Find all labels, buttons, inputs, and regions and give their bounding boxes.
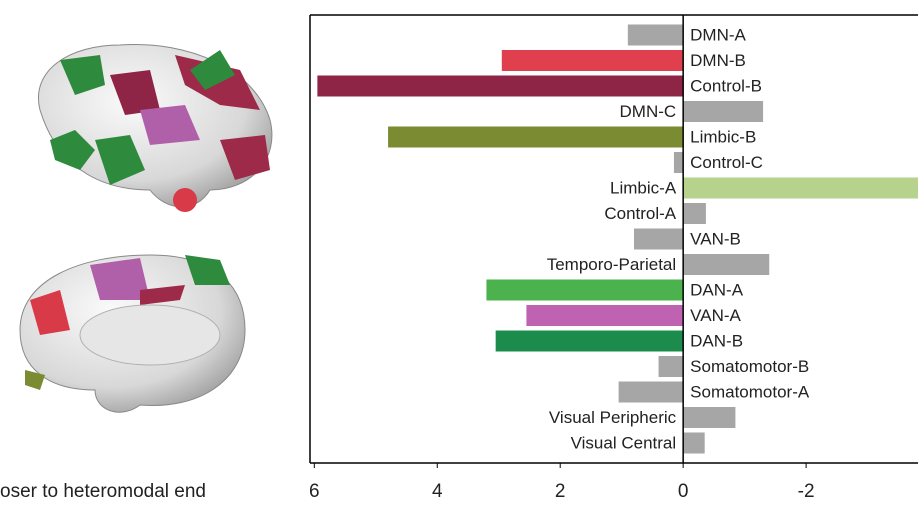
bar-label: DAN-B: [690, 331, 743, 350]
bar-label: Temporo-Parietal: [547, 255, 676, 274]
bar: [683, 407, 736, 428]
bar: [495, 330, 684, 352]
bar: [618, 381, 684, 403]
bar: [683, 254, 770, 275]
bar-label: Visual Peripheric: [549, 408, 677, 427]
brain-illustration: [19, 43, 273, 413]
bar: [526, 305, 684, 326]
x-tick-label: 4: [432, 481, 443, 502]
bar-label: Limbic-A: [610, 178, 677, 197]
bar-label: Control-C: [690, 153, 763, 172]
bar: [317, 75, 684, 97]
bar-label: Somatomotor-A: [690, 382, 810, 401]
bar: [501, 50, 684, 71]
bar-label: VAN-B: [690, 229, 741, 248]
bar: [486, 279, 684, 301]
bar: [658, 356, 684, 377]
bar-label: Somatomotor-B: [690, 357, 809, 376]
bar: [683, 177, 918, 199]
bar-label: DMN-A: [690, 25, 746, 44]
bar-label: Visual Central: [571, 433, 677, 452]
bar-label: Control-B: [690, 76, 762, 95]
bar: [683, 101, 764, 122]
x-tick-label: 6: [309, 481, 320, 502]
bars: [317, 24, 918, 454]
bar-label: DMN-C: [620, 102, 677, 121]
x-tick-label: 0: [678, 481, 689, 502]
bar: [388, 126, 684, 148]
bar-label: Limbic-B: [690, 127, 756, 146]
bar: [683, 203, 706, 224]
bar-label: DMN-B: [690, 51, 746, 70]
bar: [683, 432, 705, 454]
x-tick-label: 2: [555, 481, 566, 502]
bar: [627, 24, 684, 46]
bar: [673, 152, 684, 173]
bar-label: DAN-A: [690, 280, 744, 299]
x-axis-label: oser to heteromodal end: [0, 481, 206, 502]
bar-label: Control-A: [604, 204, 676, 223]
bar-label: VAN-A: [690, 306, 741, 325]
bar: [633, 228, 684, 250]
x-tick-label: -2: [798, 481, 815, 502]
